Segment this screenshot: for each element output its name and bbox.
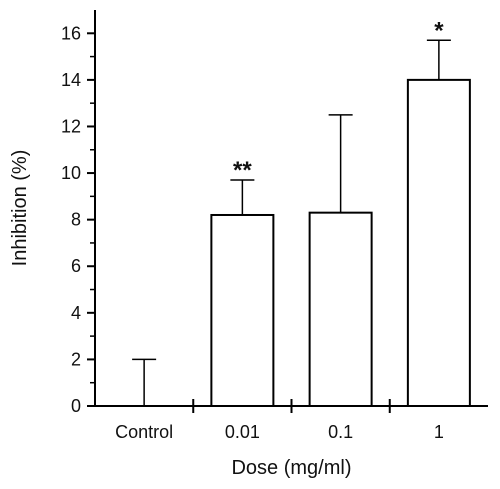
y-tick-label: 0 xyxy=(71,396,81,416)
significance-marker: ** xyxy=(233,157,252,184)
y-axis-title: Inhibition (%) xyxy=(9,150,31,267)
x-tick-label: 0.1 xyxy=(328,422,353,442)
bar xyxy=(308,211,373,407)
y-tick-label: 12 xyxy=(61,116,81,136)
bar xyxy=(210,213,275,407)
y-tick-label: 6 xyxy=(71,256,81,276)
significance-marker: * xyxy=(434,17,444,44)
bars xyxy=(210,78,471,407)
y-tick-label: 10 xyxy=(61,163,81,183)
x-axis-ticks: Control 0.01 0.1 1 xyxy=(115,399,444,442)
bar xyxy=(406,78,471,407)
y-tick-label: 4 xyxy=(71,303,81,323)
significance-markers: *** xyxy=(233,17,444,184)
x-tick-label: Control xyxy=(115,422,173,442)
y-tick-label: 16 xyxy=(61,23,81,43)
x-tick-label: 1 xyxy=(434,422,444,442)
y-tick-label: 8 xyxy=(71,210,81,230)
y-tick-label: 14 xyxy=(61,70,81,90)
x-axis-title: Dose (mg/ml) xyxy=(231,457,351,479)
y-axis-ticks: 0 2 4 6 8 10 12 14 16 xyxy=(61,23,95,416)
x-tick-label: 0.01 xyxy=(225,422,260,442)
error-bars xyxy=(132,39,451,406)
y-tick-label: 2 xyxy=(71,349,81,369)
